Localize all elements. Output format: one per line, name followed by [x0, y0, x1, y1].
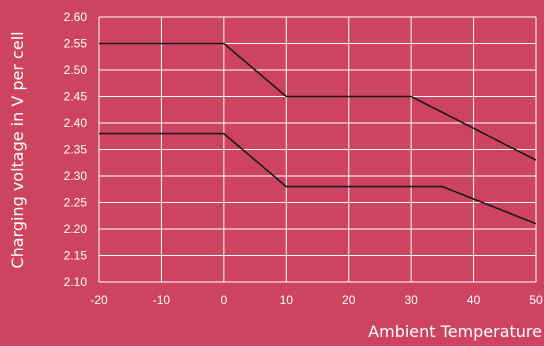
x-tick-label: 20 — [342, 293, 356, 307]
x-tick-label: 10 — [280, 293, 294, 307]
y-tick-labels: 2.60 2.55 2.50 2.45 2.40 2.35 2.30 2.25 2.20 2.15… — [64, 10, 88, 289]
series-line-1 — [99, 42, 537, 161]
x-tick-label: 0 — [221, 293, 228, 307]
series-lines — [99, 42, 537, 225]
x-tick-label: -20 — [90, 293, 108, 307]
y-tick-label: 2.10 — [64, 275, 88, 289]
x-tick-label: -10 — [153, 293, 171, 307]
x-axis-label: Ambient Temperature — [368, 322, 542, 341]
x-tick-label: 40 — [467, 293, 481, 307]
y-tick-label: 2.55 — [64, 37, 88, 51]
y-tick-label: 2.60 — [64, 10, 88, 24]
y-tick-label: 2.40 — [64, 116, 88, 130]
y-axis-label: Charging voltage in V per cell — [8, 31, 27, 268]
series-line-2 — [99, 132, 537, 225]
y-tick-label: 2.20 — [64, 222, 88, 236]
x-tick-label: 50 — [529, 293, 543, 307]
y-tick-label: 2.35 — [64, 143, 88, 157]
x-tick-labels: -20 -10 0 10 20 30 40 50 — [90, 293, 543, 307]
y-tick-label: 2.25 — [64, 196, 88, 210]
y-tick-label: 2.45 — [64, 90, 88, 104]
y-tick-label: 2.15 — [64, 249, 88, 263]
grid — [98, 16, 537, 283]
y-tick-label: 2.30 — [64, 169, 88, 183]
x-tick-label: 30 — [404, 293, 418, 307]
y-tick-label: 2.50 — [64, 63, 88, 77]
